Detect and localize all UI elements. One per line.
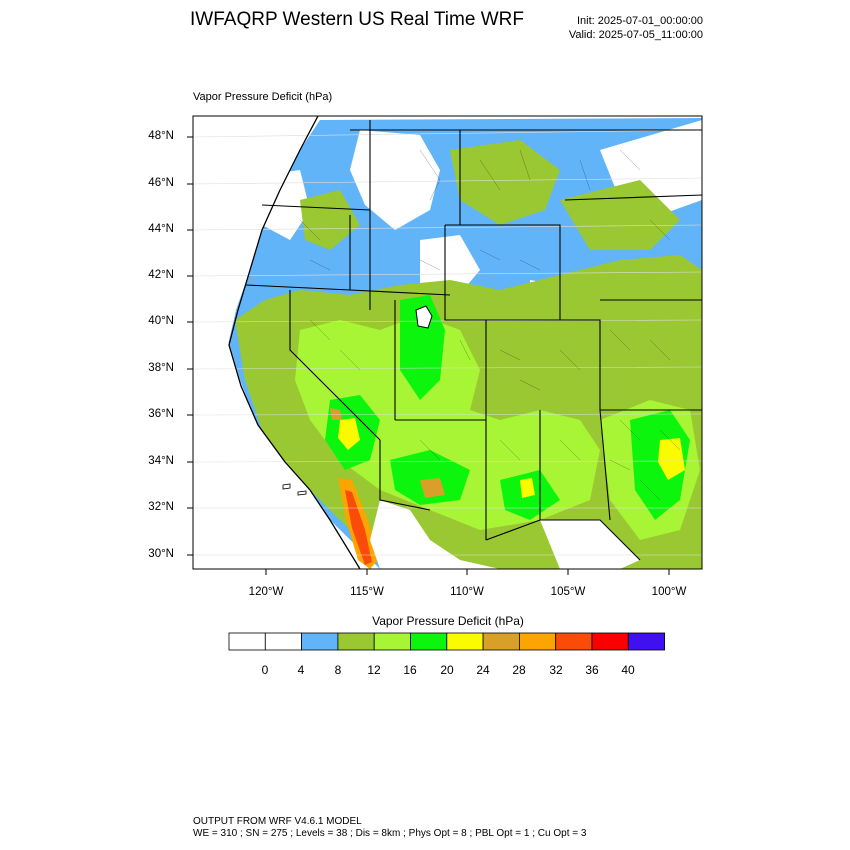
colorbar-box bbox=[446, 632, 484, 651]
time-info: Init: 2025-07-01_00:00:00 Valid: 2025-07… bbox=[569, 14, 703, 42]
lat-label: 42°N bbox=[148, 269, 174, 281]
county-lines bbox=[299, 149, 681, 501]
colorbar-label: 32 bbox=[549, 663, 563, 677]
state-boundaries bbox=[245, 120, 702, 561]
colorbar-label: 8 bbox=[334, 663, 342, 677]
colorbar-label: 4 bbox=[297, 663, 305, 677]
lon-label: 100°W bbox=[651, 586, 687, 598]
colorbar-box bbox=[337, 632, 375, 651]
colorbar-label: 40 bbox=[621, 663, 635, 677]
colorbar-label: 28 bbox=[512, 663, 526, 677]
axis-ticks bbox=[187, 136, 670, 575]
lat-label: 30°N bbox=[148, 548, 174, 560]
map-field bbox=[193, 116, 702, 569]
colorbar-box bbox=[482, 632, 520, 651]
coastline bbox=[228, 116, 361, 569]
lon-label: 110°W bbox=[450, 586, 484, 598]
lat-label: 34°N bbox=[148, 455, 174, 467]
lon-label: 115°W bbox=[350, 586, 384, 598]
colorbar-label: 36 bbox=[585, 663, 599, 677]
init-time: Init: 2025-07-01_00:00:00 bbox=[577, 15, 703, 27]
lat-label: 40°N bbox=[148, 315, 174, 327]
colorbar-box bbox=[519, 632, 557, 651]
lat-label: 36°N bbox=[148, 408, 174, 420]
model-settings: WE = 310 ; SN = 275 ; Levels = 38 ; Dis … bbox=[193, 828, 587, 839]
plot-title: IWFAQRP Western US Real Time WRF bbox=[190, 9, 524, 30]
colorbar-label: 12 bbox=[367, 663, 381, 677]
pacific-ocean bbox=[193, 116, 360, 569]
colorbar-label: 0 bbox=[261, 663, 269, 677]
colorbar-box bbox=[228, 632, 266, 651]
lat-label: 38°N bbox=[148, 362, 174, 374]
colorbar-box bbox=[555, 632, 593, 651]
colorbar-label: 20 bbox=[440, 663, 454, 677]
model-info: OUTPUT FROM WRF V4.6.1 MODEL WE = 310 ; … bbox=[193, 816, 586, 840]
valid-time: Valid: 2025-07-05_11:00:00 bbox=[568, 29, 703, 41]
lon-label: 105°W bbox=[550, 586, 586, 598]
lat-label: 46°N bbox=[148, 177, 174, 189]
colorbar-box bbox=[591, 632, 629, 651]
map-frame bbox=[192, 115, 703, 570]
colorbar-box bbox=[410, 632, 448, 651]
colorbar-box bbox=[264, 632, 302, 651]
vpd-region-20-24 bbox=[338, 418, 360, 450]
colorbar bbox=[228, 632, 665, 651]
colorbar-title: Vapor Pressure Deficit (hPa) bbox=[372, 614, 524, 628]
colorbar-label: 16 bbox=[403, 663, 417, 677]
lat-label: 32°N bbox=[148, 501, 174, 513]
lon-label: 120°W bbox=[248, 586, 284, 598]
colorbar-box bbox=[627, 632, 665, 651]
lat-label: 48°N bbox=[148, 130, 174, 142]
model-version: OUTPUT FROM WRF V4.6.1 MODEL bbox=[193, 816, 362, 827]
colorbar-box bbox=[301, 632, 339, 651]
field-label: Vapor Pressure Deficit (hPa) bbox=[193, 91, 333, 103]
colorbar-box bbox=[373, 632, 411, 651]
lat-label: 44°N bbox=[148, 223, 174, 235]
great-salt-lake bbox=[415, 305, 433, 329]
colorbar-label: 24 bbox=[476, 663, 490, 677]
